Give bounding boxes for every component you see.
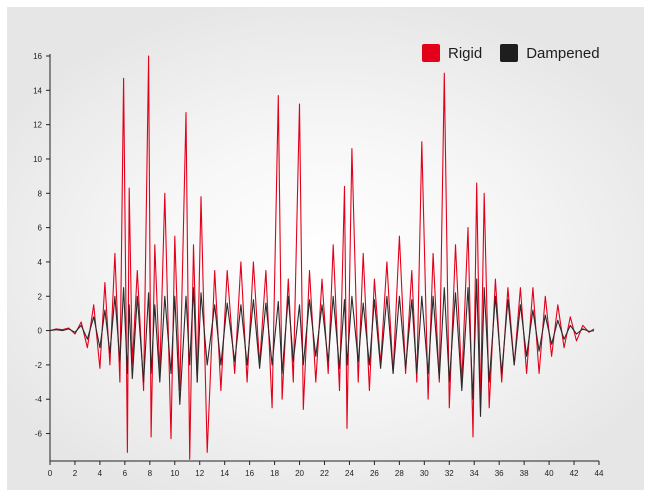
chart-container: -6 -4 -2 0 2 4 6 8 10 12 14 16 0 2 4 6 8 10 12 14 16 18 20 22 24… <box>7 7 644 490</box>
y-tick-label: 10 <box>33 155 42 164</box>
x-tick-label: 28 <box>395 469 404 478</box>
x-tick-label: 22 <box>320 469 329 478</box>
x-tick-label: 0 <box>48 469 53 478</box>
series-layer <box>49 55 595 460</box>
y-tick-label: 16 <box>33 52 42 61</box>
x-tick-label: 8 <box>148 469 153 478</box>
y-tick-label: 12 <box>33 121 42 130</box>
y-tick-label: 6 <box>38 224 43 233</box>
y-tick-label: -6 <box>35 430 43 439</box>
y-tick-label: 2 <box>38 292 43 301</box>
x-tick-label: 38 <box>520 469 529 478</box>
legend-swatch-rigid <box>422 44 440 62</box>
x-tick-label: 36 <box>495 469 504 478</box>
y-tick-label: 8 <box>38 189 43 198</box>
x-tick-label: 6 <box>123 469 128 478</box>
x-tick-label: 20 <box>295 469 304 478</box>
x-tick-label: 18 <box>270 469 279 478</box>
series-line-rigid <box>49 55 595 460</box>
x-tick-label: 34 <box>470 469 479 478</box>
legend-label-rigid: Rigid <box>448 44 483 62</box>
legend-item-dampened: Dampened <box>500 44 600 62</box>
legend-label-dampened: Dampened <box>526 44 600 62</box>
x-tick-label: 32 <box>445 469 454 478</box>
x-tick-label: 40 <box>545 469 554 478</box>
x-tick-label: 44 <box>595 469 604 478</box>
x-tick-label: 30 <box>420 469 429 478</box>
x-tick-label: 42 <box>570 469 579 478</box>
x-tick-label: 10 <box>170 469 179 478</box>
y-tick-label: -2 <box>35 361 43 370</box>
x-tick-label: 12 <box>195 469 204 478</box>
chart-legend: Rigid Dampened <box>422 44 600 62</box>
legend-swatch-dampened <box>500 44 519 62</box>
x-tick-label: 26 <box>370 469 379 478</box>
x-tick-label: 2 <box>73 469 78 478</box>
x-tick-label: 4 <box>98 469 103 478</box>
y-tick-label: 4 <box>38 258 43 267</box>
y-tick-label: -4 <box>35 395 43 404</box>
x-tick-label: 24 <box>345 469 354 478</box>
x-tick-label: 14 <box>220 469 229 478</box>
series-line-dampened <box>49 278 595 417</box>
y-tick-label: 14 <box>33 86 42 95</box>
x-tick-label: 16 <box>245 469 254 478</box>
legend-item-rigid: Rigid <box>422 44 482 62</box>
y-tick-label: 0 <box>38 327 43 336</box>
